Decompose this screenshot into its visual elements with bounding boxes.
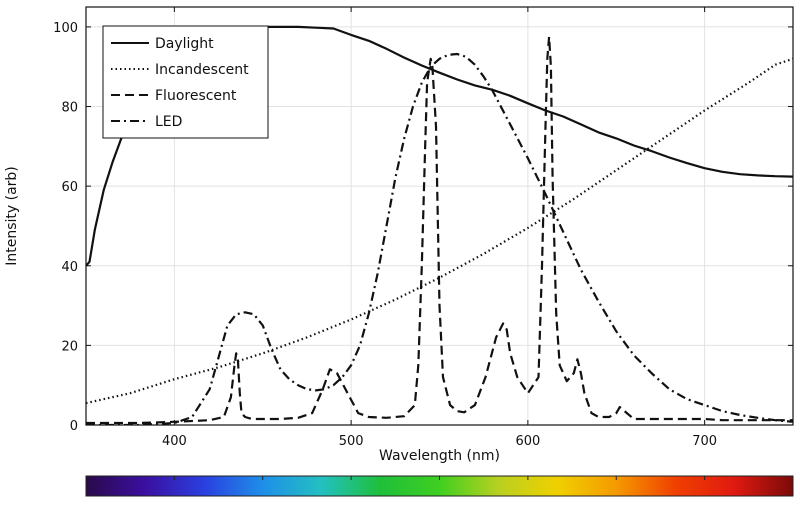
y-tick-label: 0 [70,419,78,434]
x-tick-label: 500 [339,434,364,449]
y-axis-label: Intensity (arb) [4,166,20,266]
plot-frame [85,6,794,426]
y-tick-label: 100 [53,21,78,36]
x-tick-label: 600 [515,434,540,449]
y-tick-label: 40 [61,260,78,275]
x-axis-label: Wavelength (nm) [379,448,500,464]
x-tick-label: 700 [692,434,717,449]
series-line-fluorescent [86,35,793,425]
x-tick-label: 400 [162,434,187,449]
ticks: 400 500 600 700 0 20 40 60 80 100 [53,7,793,449]
legend-label: Daylight [155,36,214,52]
legend-label: LED [155,114,182,130]
y-tick-label: 80 [61,101,78,116]
legend-label: Fluorescent [155,88,237,104]
colorbar-ticks [85,476,794,480]
y-tick-label: 60 [61,180,78,195]
legend: Daylight Incandescent Fluorescent LED [102,25,269,139]
y-tick-label: 20 [61,339,78,354]
legend-label: Incandescent [155,62,249,78]
series-line-led [86,52,793,425]
series-line-incandescent [86,57,793,405]
legend-box [102,25,269,139]
